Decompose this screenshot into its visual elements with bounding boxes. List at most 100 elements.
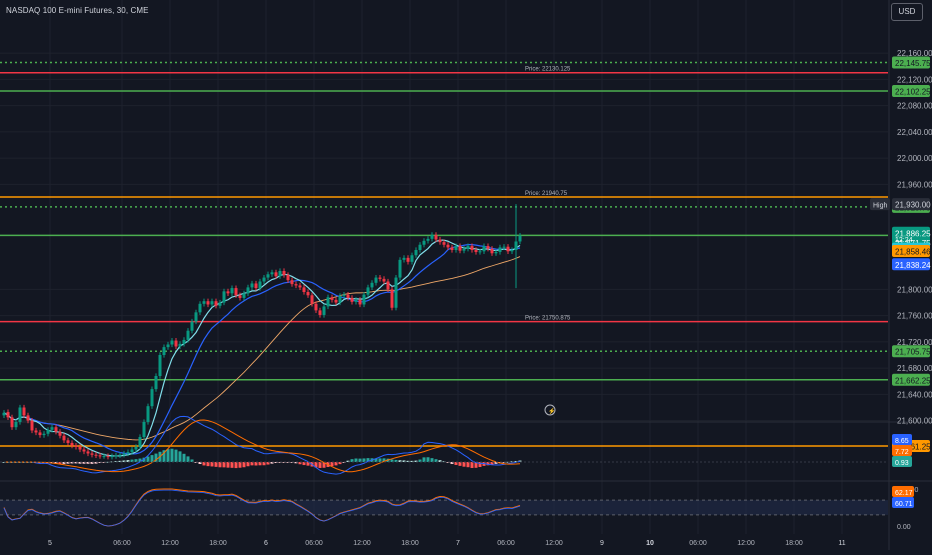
candle-body [118, 454, 122, 456]
candle-body [242, 293, 246, 298]
candle-body [190, 321, 194, 331]
price-tag [892, 245, 930, 258]
candle-body [494, 251, 498, 254]
macd-histogram-bar [150, 455, 154, 462]
price-tick-label: 21,960.00 [897, 180, 932, 189]
macd-histogram-bar [494, 462, 498, 464]
macd-histogram-bar [486, 462, 490, 466]
candle-body [302, 287, 306, 292]
currency-selector[interactable]: USD [891, 3, 923, 21]
price-tag-label: 21,930.00 [895, 201, 931, 210]
rsi-ma-line [3, 489, 521, 527]
candle-body [134, 446, 138, 450]
candle-body [334, 299, 338, 303]
candle-body [390, 289, 394, 308]
candle-body [398, 259, 402, 278]
candle-body [370, 282, 374, 288]
macd-histogram-bar [410, 460, 414, 462]
macd-pane: 8.65 7.72 0.93 [0, 415, 912, 475]
candle-body [30, 420, 34, 431]
candle-body [170, 340, 174, 345]
candle-body [422, 240, 426, 245]
level-tag [892, 345, 930, 358]
candle-body [506, 246, 510, 252]
macd-histogram-bar [294, 462, 298, 464]
macd-histogram-bar [82, 462, 86, 464]
macd-histogram-bar [154, 453, 158, 462]
candle-body [154, 376, 158, 390]
macd-histogram-bar [178, 451, 182, 462]
macd-histogram-bar [306, 462, 310, 466]
candle-body [26, 415, 30, 421]
candle-body [510, 250, 514, 252]
candle-body [222, 291, 226, 303]
macd-histogram-bar [374, 458, 378, 462]
time-tick-label: 6 [264, 540, 268, 547]
time-tick-label: 18:00 [785, 540, 803, 547]
price-tag [892, 258, 930, 271]
time-tick-label: 11 [838, 540, 845, 547]
macd-histogram-bar [214, 462, 218, 467]
macd-histogram-bar [142, 457, 146, 462]
candle-body [138, 437, 142, 447]
candle-body [102, 456, 106, 458]
macd-histogram-bar [338, 462, 342, 465]
time-tick-label: 12:00 [737, 540, 755, 547]
candle-body [330, 297, 334, 300]
candle-body [450, 247, 454, 250]
candle-body [386, 281, 390, 290]
candle-body [482, 246, 486, 252]
macd-histogram-bar [238, 462, 242, 468]
candle-body [458, 246, 462, 251]
candle-body [122, 453, 126, 455]
rsi-tag-label: 60.71 [895, 501, 913, 508]
price-tick-label: 22,000.00 [897, 154, 932, 163]
macd-histogram-bar [414, 460, 418, 462]
time-tick-label: 06:00 [305, 540, 323, 547]
candle-body [346, 294, 350, 298]
macd-histogram-bar [450, 462, 454, 464]
time-tick-label: 06:00 [497, 540, 515, 547]
macd-tag [892, 445, 912, 456]
macd-histogram-bar [206, 462, 210, 467]
macd-histogram-bar [430, 458, 434, 462]
macd-histogram-bar [118, 460, 122, 462]
candle-body [474, 250, 478, 252]
candle-body [462, 248, 466, 251]
candle-body [230, 288, 234, 294]
macd-line [4, 415, 521, 475]
candle-body [430, 234, 434, 239]
candle-body [418, 244, 422, 250]
grid [0, 0, 888, 534]
candle-body [258, 281, 262, 289]
price-tick-label: 22,120.00 [897, 75, 932, 84]
price-tick-label: 21,680.00 [897, 364, 932, 373]
time-tick-label: 7 [456, 540, 460, 547]
macd-histogram-bar [70, 462, 74, 464]
candle-body [254, 283, 258, 289]
candle-body [2, 412, 6, 416]
candle-body [438, 239, 442, 243]
candle-body [158, 355, 162, 376]
candle-body [174, 340, 178, 347]
candle-body [18, 407, 22, 422]
candle-body [354, 299, 358, 302]
macd-histogram-bar [190, 459, 194, 462]
candle-body [198, 303, 202, 313]
alert-icon [544, 404, 556, 416]
high-tag-label: High [873, 203, 888, 210]
candle-body [362, 294, 366, 305]
macd-histogram-bar [314, 462, 318, 468]
candle-body [126, 452, 130, 454]
macd-histogram-bar [470, 462, 474, 468]
price-tick-label: 21,760.00 [897, 312, 932, 321]
candle-body [210, 301, 214, 305]
macd-histogram-bar [490, 462, 494, 465]
level-tag-label: 22,145.75 [895, 59, 931, 68]
macd-histogram-bar [166, 449, 170, 462]
macd-tag [892, 434, 912, 445]
time-tick-label: 06:00 [113, 540, 131, 547]
macd-histogram-bar [434, 459, 438, 462]
